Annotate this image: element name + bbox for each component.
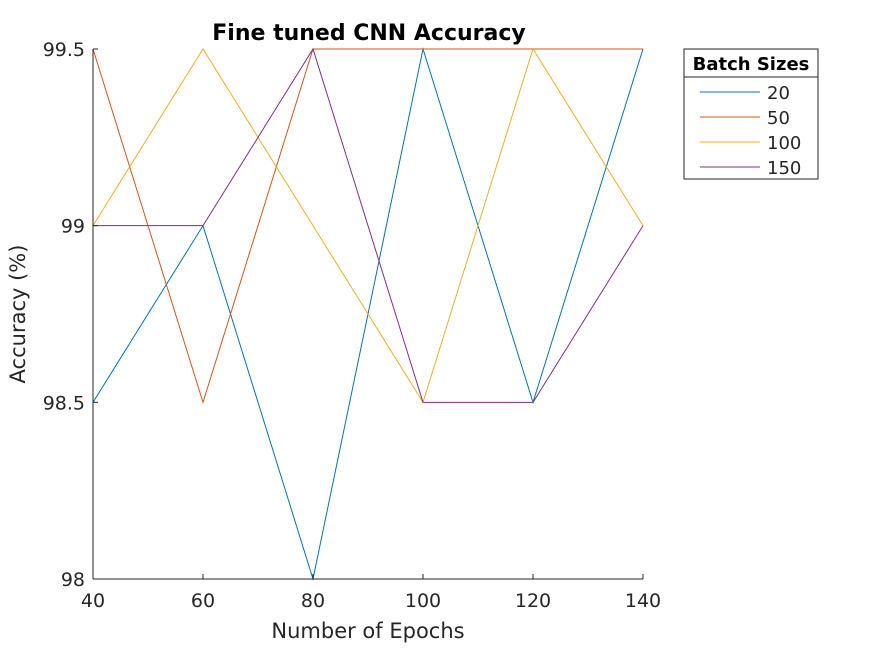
legend-label-50: 50	[767, 108, 790, 129]
legend-label-20: 20	[767, 83, 790, 104]
x-tick-label: 100	[405, 590, 441, 612]
y-tick-label: 98	[61, 569, 85, 591]
y-tick-label: 99.5	[43, 39, 85, 61]
series-layer	[92, 47, 644, 581]
x-tick-label: 60	[191, 590, 215, 612]
x-tick-label: 80	[301, 590, 325, 612]
legend-title: Batch Sizes	[693, 54, 810, 75]
y-axis-label: Accuracy (%)	[6, 245, 30, 384]
y-tick-label: 99	[61, 216, 85, 238]
legend-label-100: 100	[767, 133, 801, 154]
x-tick-label: 40	[81, 590, 105, 612]
x-tick-label: 140	[625, 590, 661, 612]
legend-label-150: 150	[767, 158, 801, 179]
chart-title: Fine tuned CNN Accuracy	[212, 21, 525, 46]
legend: Batch Sizes 20 50 100 150	[683, 48, 819, 180]
series-line-50	[92, 48, 643, 405]
legend-items: 20 50 100 150	[700, 83, 801, 179]
series-line-100	[92, 47, 644, 404]
ticks-layer: 40 60 80 100 120 140 98 98.5 99 99.5	[43, 39, 661, 612]
series-line-150	[93, 47, 644, 403]
x-axis-label: Number of Epochs	[271, 619, 464, 643]
y-tick-label: 98.5	[43, 392, 85, 414]
legend-box	[683, 48, 819, 180]
x-tick-label: 120	[515, 590, 551, 612]
